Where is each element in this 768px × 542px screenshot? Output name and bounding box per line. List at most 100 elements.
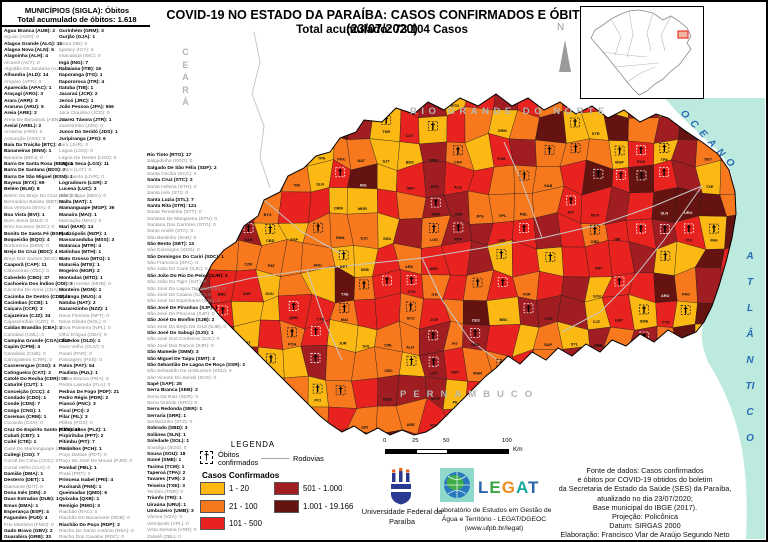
- svg-text:†: †: [221, 118, 225, 128]
- municipality-row: Cajazeirinhas (CZR): 0: [4, 320, 54, 326]
- svg-text:†: †: [573, 119, 577, 129]
- svg-text:MAI: MAI: [341, 317, 348, 322]
- source-line: Datum: SIRGAS 2000: [609, 521, 681, 531]
- svg-text:CBD: CBD: [266, 238, 275, 243]
- svg-text:ALH: ALH: [406, 345, 414, 350]
- svg-text:SAB: SAB: [544, 183, 552, 188]
- data-source-text: Fonte de dados: Casos confirmados e óbito…: [522, 466, 766, 540]
- svg-text:CDR: CDR: [243, 159, 252, 164]
- ufpb-caption: Universidade Federal da Paraíba: [361, 507, 443, 526]
- municipality-row: Assunção (ASS): 0: [4, 136, 46, 142]
- municipality-row: Santa Cecília (SCC): 0: [147, 172, 197, 178]
- municipality-row: Brejo Do Cruz (BDC): 4: [4, 250, 58, 256]
- svg-text:†: †: [573, 384, 577, 394]
- svg-text:†: †: [640, 410, 644, 420]
- deaths-cross-icon: †: [200, 451, 213, 464]
- municipality-row: Itabaiana (ITB): 16: [59, 66, 102, 72]
- municipality-row: Tenório (TNR): 0: [147, 490, 184, 496]
- municipality-row: São João Do Rio Do Peixe (SJR): 2: [147, 273, 228, 279]
- municipality-row: Bayeux (BYX): 69: [4, 180, 45, 186]
- municipality-row: São José Da Lagoa Tapada (SJL): 0: [147, 286, 226, 292]
- municipality-row: Nova Olinda (NOL): 0: [59, 320, 107, 326]
- municipality-row: Baraúna (BRU): 0: [4, 155, 43, 161]
- municipality-row: Cachoeira Dos Índios (CDI): 3: [4, 282, 73, 288]
- legat-letter: E: [489, 478, 502, 497]
- municipality-row: Araçagi (ARG): 3: [4, 92, 44, 98]
- municipality-row: Caaporã (CAP): 11: [4, 263, 47, 269]
- svg-text:SLN: SLN: [660, 210, 668, 215]
- municipality-row: Prata (PRT): 0: [59, 471, 91, 477]
- svg-text:†: †: [619, 171, 623, 181]
- municipality-row: Olivedos (OLD): 1: [59, 339, 101, 345]
- municipality-row: Santo André (STA): 0: [147, 229, 194, 235]
- label-pernambuco: PERNAMBUCO: [400, 389, 540, 400]
- municipality-row: São Domingos (SDG): 0: [147, 248, 200, 254]
- municipality-row: Umbuzeiro (UMB): 3: [147, 509, 194, 515]
- municipality-row: Bernardino Batista (BBT): 0: [4, 199, 64, 205]
- municipality-row: Coxixola (CXX): 0: [4, 421, 43, 427]
- svg-text:†: †: [313, 354, 317, 364]
- svg-text:BYX: BYX: [591, 212, 599, 217]
- svg-text:MAR: MAR: [473, 370, 482, 375]
- municipality-row: Boqueirão (BQO): 4: [4, 237, 50, 243]
- municipality-row: Pilões (POS): 0: [59, 421, 93, 427]
- municipality-row: Pedra Branca (PBA): 0: [59, 377, 109, 383]
- svg-text:†: †: [339, 91, 343, 101]
- svg-text:DET: DET: [340, 264, 348, 269]
- svg-text:†: †: [456, 223, 460, 233]
- municipality-row: Triunfo (TRI): 1: [147, 496, 182, 502]
- municipality-row: Serra Redonda (SER): 1: [147, 407, 203, 413]
- municipality-row: Pirpirituba (PPT): 2: [59, 434, 104, 439]
- sidebar-header: MUNICÍPIOS (SIGLA): Óbitos Total acumula…: [2, 6, 152, 24]
- municipality-row: Taperoá (TPA): 2: [147, 470, 186, 476]
- municipality-row: Desterro (DET): 1: [4, 478, 45, 484]
- svg-text:TXE: TXE: [341, 292, 349, 297]
- svg-text:CDN: CDN: [454, 211, 463, 216]
- svg-text:MTD: MTD: [431, 184, 440, 189]
- svg-text:†: †: [662, 168, 666, 178]
- municipality-row: Matinhas (MTH): 1: [59, 250, 102, 256]
- svg-text:†: †: [342, 304, 346, 314]
- municipality-row: Monteiro (MON): 1: [59, 288, 102, 294]
- legend-class-label: 1.001 - 19.166: [303, 501, 354, 511]
- svg-text:CBC: CBC: [384, 368, 393, 373]
- municipality-row: Belém Do Brejo Do Cruz (BBC): 0: [4, 193, 78, 199]
- municipality-row: Livramento (LIVR): 0: [59, 174, 105, 180]
- legat-letter: L: [478, 478, 490, 497]
- svg-text:CDR: CDR: [523, 423, 532, 428]
- municipality-row: São José Dos Ramos (SJR): 0: [147, 343, 214, 349]
- municipality-row: Mato Grosso (MTG): 1: [59, 256, 111, 262]
- municipality-row: Jericó (JRC): 1: [59, 98, 94, 104]
- label-atlantico: ATLÂNTICO: [745, 251, 755, 444]
- municipality-row: Cajazeiras (CJZ): 34: [4, 313, 51, 319]
- svg-text:SCC: SCC: [407, 316, 415, 321]
- municipality-row: Conde (CDN): 7: [4, 402, 41, 408]
- svg-text:CAT: CAT: [547, 424, 555, 429]
- svg-text:†: †: [269, 354, 273, 364]
- svg-text:CRM: CRM: [334, 206, 343, 211]
- svg-text:†: †: [434, 199, 438, 209]
- svg-text:†: †: [549, 411, 553, 421]
- municipality-row: Areia (ARE): 2: [4, 111, 37, 117]
- svg-text:SBT: SBT: [313, 426, 321, 431]
- legend-class-label: 101 - 500: [229, 519, 262, 528]
- municipality-row: Juripiranga (JPG): 6: [59, 136, 106, 142]
- municipality-row: Bananeiras (BNN): 1: [4, 149, 52, 155]
- svg-text:PCH: PCH: [637, 159, 645, 164]
- municipality-list-col3: Rio Tinto (RTO): 17 Salgadinho (SGO): 0 Sa…: [147, 153, 245, 540]
- municipality-row: São Bento (SBT): 13: [147, 242, 195, 248]
- municipality-row: Riachão Do Poço (RDP): 2: [59, 522, 120, 528]
- municipality-row: Santa Rita (STR): 121: [147, 203, 197, 209]
- municipality-row: Catolé Do Rocha (CDR): 18: [4, 377, 67, 383]
- municipality-row: Lucena (LUC): 3: [59, 187, 97, 193]
- municipality-row: Riachão (RAC): 0: [59, 509, 98, 515]
- svg-text:TPA: TPA: [661, 157, 669, 162]
- svg-text:ITG: ITG: [339, 131, 345, 136]
- municipality-row: Lagoa (LGO): 0: [59, 149, 93, 155]
- municipality-row: Cuité (CTE): 1: [4, 440, 37, 446]
- municipality-row: Pedro Régis (PDR): 2: [59, 396, 109, 402]
- svg-text:ARE: ARE: [407, 422, 416, 427]
- svg-text:†: †: [453, 90, 457, 100]
- municipality-row: São José De Piranhas (SJP): 1: [147, 305, 218, 311]
